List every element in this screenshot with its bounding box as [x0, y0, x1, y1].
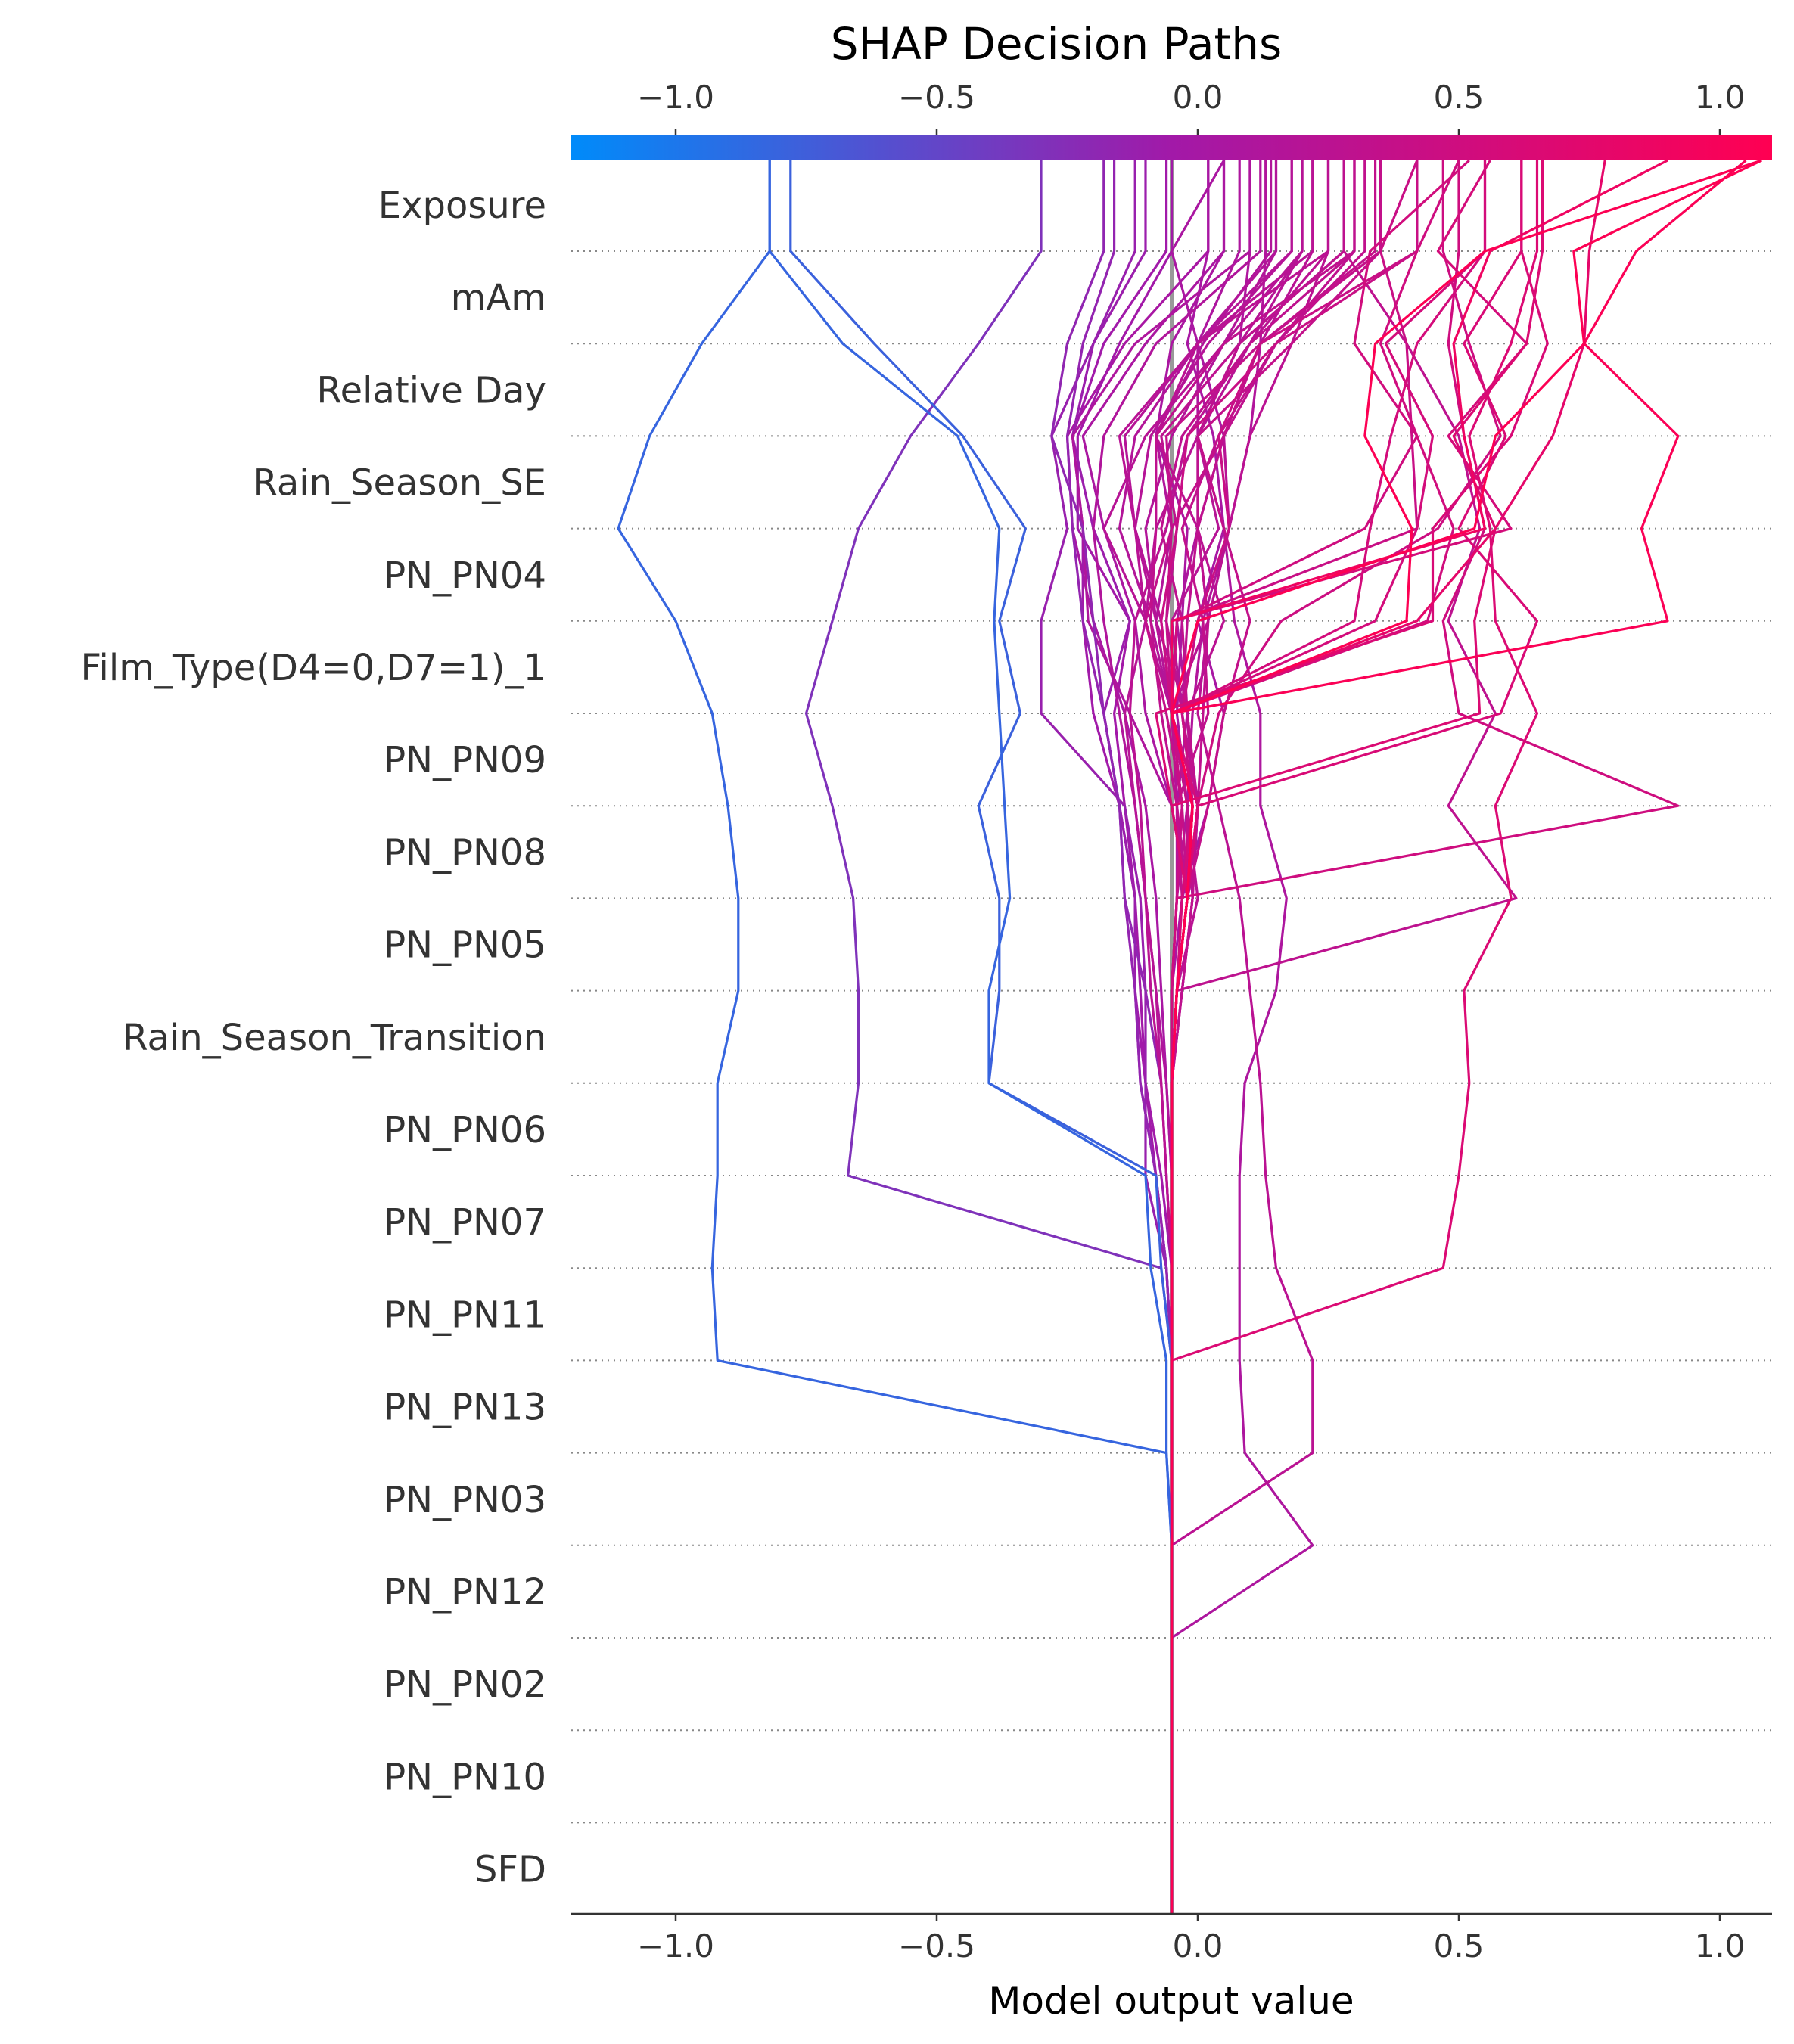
feature-label: PN_PN05 — [384, 924, 546, 967]
decision-path — [1118, 160, 1314, 1914]
feature-label: PN_PN03 — [384, 1479, 546, 1521]
colorbar — [571, 135, 1772, 160]
feature-label: Rain_Season_SE — [253, 462, 546, 505]
decision-paths — [617, 159, 1762, 1914]
chart-title: SHAP Decision Paths — [831, 18, 1283, 70]
decision-path — [1170, 159, 1470, 1914]
decision-path — [1170, 159, 1668, 1914]
top-tick-label: 1.0 — [1695, 79, 1746, 116]
decision-path — [1155, 160, 1549, 1914]
feature-label: PN_PN11 — [384, 1294, 546, 1336]
feature-label: mAm — [451, 277, 546, 319]
bottom-tick-label: 0.5 — [1434, 1928, 1485, 1965]
x-axis-label: Model output value — [988, 1979, 1354, 2023]
decision-path — [1170, 160, 1419, 1914]
feature-labels: Exposure mAm Relative Day Rain_Season_SE PN_… — [80, 185, 546, 1891]
decision-path — [1170, 160, 1606, 1914]
decision-path — [617, 160, 1174, 1914]
decision-path — [1170, 160, 1419, 1914]
feature-label: PN_PN07 — [384, 1201, 546, 1244]
feature-label: Rain_Season_Transition — [123, 1017, 546, 1059]
top-tick-label: 0.5 — [1434, 79, 1485, 116]
feature-label: Relative Day — [316, 369, 546, 412]
feature-label: SFD — [474, 1849, 546, 1891]
decision-path — [1170, 160, 1267, 1914]
bottom-axis-ticks: −1.0 −0.5 0.0 0.5 1.0 — [637, 1914, 1745, 1965]
decision-path — [1040, 160, 1174, 1914]
decision-path — [1155, 160, 1330, 1914]
feature-label: PN_PN08 — [384, 831, 546, 874]
feature-label: Exposure — [378, 185, 546, 227]
decision-path — [1160, 160, 1419, 1914]
feature-label: PN_PN04 — [384, 554, 546, 597]
decision-path — [1123, 160, 1304, 1914]
feature-label: PN_PN10 — [384, 1756, 546, 1798]
decision-path — [1170, 160, 1680, 1914]
feature-label: Film_Type(D4=0,D7=1)_1 — [80, 647, 546, 689]
decision-path — [1170, 160, 1487, 1914]
decision-path — [1160, 160, 1356, 1914]
top-tick-label: −1.0 — [637, 79, 714, 116]
bottom-tick-label: 0.0 — [1173, 1928, 1223, 1965]
feature-label: PN_PN06 — [384, 1109, 546, 1151]
top-tick-label: −0.5 — [898, 79, 975, 116]
bottom-tick-label: −0.5 — [898, 1928, 975, 1965]
decision-path — [1123, 160, 1293, 1914]
decision-path — [789, 160, 1174, 1914]
decision-path — [1170, 159, 1762, 1914]
bottom-tick-label: −1.0 — [637, 1928, 714, 1965]
feature-label: PN_PN12 — [384, 1571, 546, 1614]
feature-label: PN_PN09 — [384, 739, 546, 781]
top-axis-ticks: −1.0 −0.5 0.0 0.5 1.0 — [637, 79, 1745, 135]
decision-path — [1170, 160, 1487, 1914]
top-tick-label: 0.0 — [1173, 79, 1223, 116]
bottom-tick-label: 1.0 — [1695, 1928, 1746, 1965]
feature-label: PN_PN02 — [384, 1663, 546, 1706]
feature-label: PN_PN13 — [384, 1387, 546, 1429]
decision-path — [1170, 160, 1460, 1914]
